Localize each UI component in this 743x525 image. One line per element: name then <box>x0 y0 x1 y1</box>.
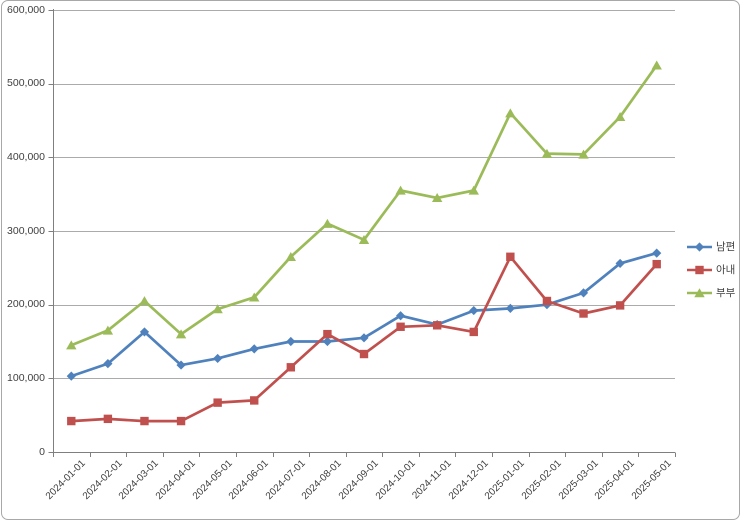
series-wife-point <box>176 416 186 426</box>
series-couple-point <box>578 149 589 159</box>
legend-label: 부부 <box>716 287 736 299</box>
series-couple-point <box>541 148 553 158</box>
series-husband-point <box>66 371 76 381</box>
series-wife-point <box>103 414 113 424</box>
series-husband-point <box>469 305 479 316</box>
series-wife-point <box>579 309 588 318</box>
series-husband-point <box>322 336 333 347</box>
series-wife-point <box>323 329 332 339</box>
series-wife-point <box>469 327 478 337</box>
series-couple-point <box>102 325 114 335</box>
legend-label: 남편 <box>716 241 736 253</box>
series-husband-point <box>103 359 113 369</box>
series-husband-point <box>359 333 369 343</box>
series-couple-point <box>651 60 662 70</box>
y-axis-label: 500,000 <box>7 77 45 90</box>
y-axis-label: 200,000 <box>7 298 45 311</box>
series-couple-point <box>175 329 187 339</box>
y-axis-label: 400,000 <box>7 150 45 163</box>
legend-item-wife: 아내 <box>686 258 735 281</box>
y-axis-label: 300,000 <box>7 224 45 237</box>
series-wife-point <box>432 321 442 330</box>
series-couple-point <box>139 296 150 306</box>
y-axis-label: 100,000 <box>7 371 45 384</box>
series-husband-point <box>395 311 406 321</box>
y-axis-label: 600,000 <box>7 3 45 16</box>
series-couple-point <box>322 218 333 228</box>
series-husband-point <box>286 336 296 347</box>
series-couple-point <box>66 340 77 350</box>
series-wife-point <box>542 296 552 306</box>
legend-wife-swatch-icon <box>687 265 712 274</box>
series-couple-point <box>249 292 260 302</box>
series-husband-point <box>249 344 259 354</box>
series-couple-point <box>395 185 406 195</box>
series-wife-point <box>286 363 296 372</box>
legend-item-husband: 남편 <box>686 235 735 258</box>
series-husband-point <box>176 360 186 370</box>
series-couple-point <box>285 251 297 261</box>
series-husband-point <box>139 327 150 337</box>
legend-item-couple: 부부 <box>686 281 735 304</box>
series-couple-point <box>468 185 479 195</box>
series-wife-point <box>506 252 515 261</box>
series-couple-point <box>431 193 443 203</box>
series-wife-point <box>615 301 625 310</box>
series-couple-point <box>358 235 370 245</box>
series-husband-point <box>213 353 223 364</box>
legend-husband-swatch-icon <box>687 241 712 252</box>
legend-label: 아내 <box>716 264 736 276</box>
series-wife-point <box>67 416 76 426</box>
series-husband-point <box>652 248 662 258</box>
series-couple-point <box>212 304 223 314</box>
series-wife-point <box>250 396 259 405</box>
series-couple-point <box>505 108 516 118</box>
series-couple-point <box>614 112 626 122</box>
series-wife-point <box>652 259 661 269</box>
legend-couple-swatch-icon <box>687 287 712 297</box>
series-husband-point <box>505 303 515 313</box>
series-wife-point <box>140 416 149 426</box>
series-wife-point <box>213 398 222 407</box>
series-wife-point <box>359 349 369 359</box>
y-axis-label: 0 <box>39 445 45 458</box>
series-husband-point <box>578 288 589 298</box>
series-couple-line <box>69 63 659 347</box>
series-wife-point <box>396 322 405 331</box>
series-husband-point <box>615 258 625 269</box>
